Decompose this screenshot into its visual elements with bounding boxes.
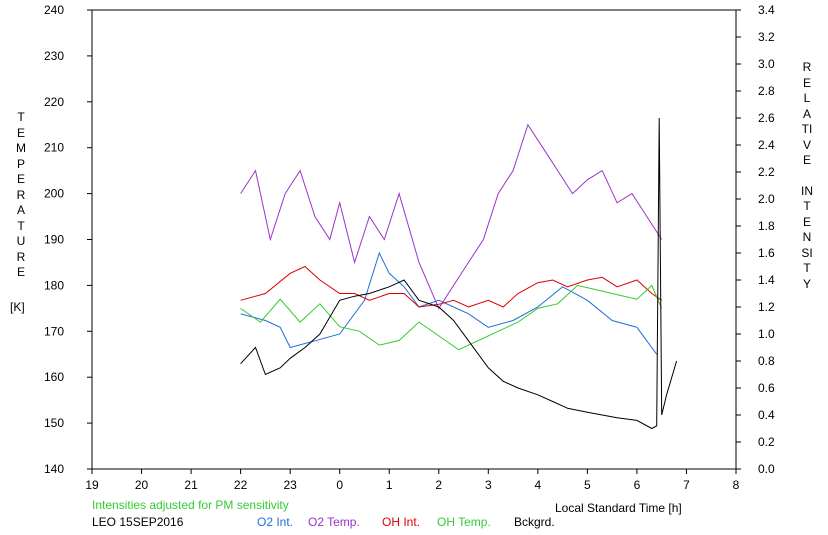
x-tick-label: 7 [683,478,690,492]
x-tick-label: 23 [283,478,297,492]
x-tick-label: 20 [135,478,149,492]
y-left-tick-label: 240 [44,3,64,17]
note-text: Intensities adjusted for PM sensitivity [92,498,289,512]
series-o2-int [240,251,658,355]
y-left-tick-label: 190 [44,233,64,247]
y-right-tick-label: 1.8 [758,219,775,233]
x-tick-label: 22 [234,478,248,492]
x-tick-label: 2 [435,478,442,492]
y-left-axis-unit: [K] [10,300,25,314]
series-o2-temp [240,123,663,310]
y-right-tick-label: 1.2 [758,300,775,314]
y-left-tick-label: 220 [44,95,64,109]
y-right-tick-label: 2.2 [758,165,775,179]
legend-entry: O2 Int. [257,515,294,529]
legend-entry: O2 Temp. [308,515,360,529]
x-axis-label: Local Standard Time [h] [555,501,682,515]
x-tick-label: 0 [336,478,343,492]
x-tick-label: 19 [85,478,99,492]
x-axis-ticks: 19 20 21 22 23 0 1 2 3 4 5 6 7 8 [85,469,740,492]
y-right-tick-label: 2.0 [758,192,775,206]
y-left-tick-label: 170 [44,324,64,338]
legend-entry: OH Int. [382,515,421,529]
y-right-tick-label: 3.0 [758,57,775,71]
y-right-tick-label: 0.0 [758,462,775,476]
x-tick-label: 3 [485,478,492,492]
plot-frame [91,9,737,470]
y-right-tick-label: 1.6 [758,246,775,260]
y-right-axis-label-word: INTENSITY [801,183,813,291]
y-left-tick-label: 180 [44,278,64,292]
y-right-axis-label: RELATIVE INTENSITY [800,60,814,292]
y-right-tick-label: 1.4 [758,273,775,287]
y-left-axis-ticks: 140 150 160 170 180 190 200 210 220 230 240 [44,3,92,476]
x-tick-label: 6 [634,478,641,492]
y-right-tick-label: 0.6 [758,381,775,395]
x-tick-label: 8 [733,478,740,492]
y-right-tick-label: 0.4 [758,408,775,422]
x-tick-label: 21 [184,478,198,492]
y-right-tick-label: 3.2 [758,30,775,44]
y-right-tick-label: 2.8 [758,84,775,98]
y-left-tick-label: 140 [44,462,64,476]
y-left-tick-label: 230 [44,49,64,63]
legend-entry: OH Temp. [437,515,491,529]
y-right-tick-label: 1.0 [758,327,775,341]
y-left-axis-label: TEMPERATURE [16,110,26,279]
series-oh-int [240,265,662,308]
y-right-tick-label: 0.2 [758,435,775,449]
y-right-axis-label-word: RELATIVE [801,60,813,167]
series-layer [240,117,678,430]
y-left-tick-label: 150 [44,416,64,430]
series-bckgrd [240,117,678,430]
y-left-tick-label: 200 [44,187,64,201]
y-left-tick-label: 210 [44,141,64,155]
x-tick-label: 1 [386,478,393,492]
legend-entry: Bckgrd. [514,515,555,529]
x-tick-label: 4 [535,478,542,492]
y-right-tick-label: 3.4 [758,3,775,17]
y-right-tick-label: 0.8 [758,354,775,368]
y-left-tick-label: 160 [44,370,64,384]
y-right-axis-ticks: 0.0 0.2 0.4 0.6 0.8 1.0 1.2 1.4 1.6 1.8 2.0 2.2 2.4 2… [736,3,775,476]
series-oh-temp [240,284,663,351]
y-right-tick-label: 2.6 [758,111,775,125]
x-tick-label: 5 [584,478,591,492]
footer-id: LEO 15SEP2016 [92,515,184,529]
y-right-tick-label: 2.4 [758,138,775,152]
